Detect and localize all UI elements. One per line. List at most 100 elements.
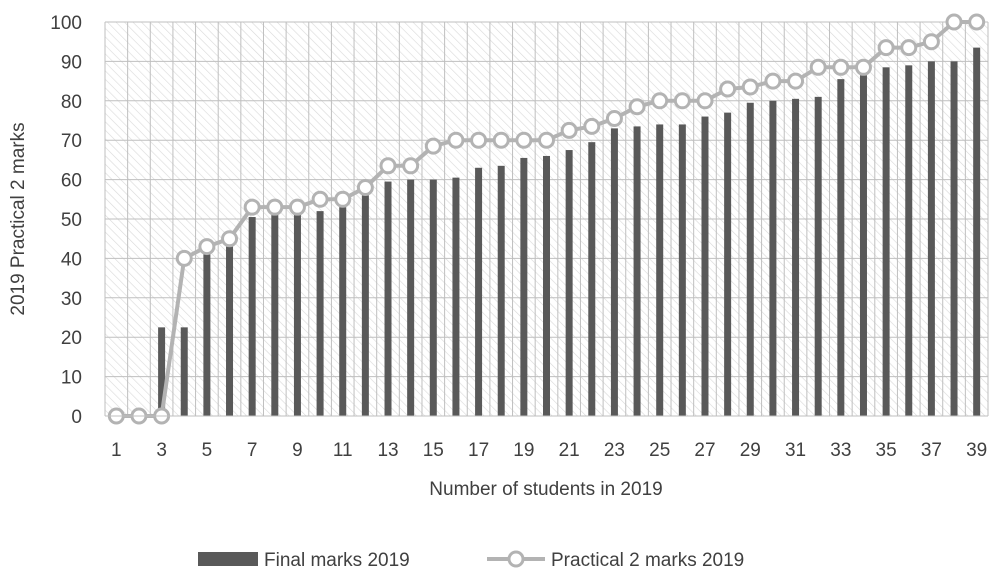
y-tick-label: 20 <box>61 328 82 349</box>
x-tick-label: 11 <box>333 440 353 461</box>
line-point <box>854 58 872 76</box>
line-point <box>764 72 782 90</box>
line-point <box>198 238 216 256</box>
bar <box>678 124 686 416</box>
line-point <box>741 78 759 96</box>
line-point <box>288 198 306 216</box>
line-point <box>356 178 374 196</box>
x-tick-label: 33 <box>830 440 851 461</box>
bar <box>520 157 528 416</box>
bar <box>293 215 301 416</box>
y-axis-ticks: 0 10 20 30 40 50 60 70 80 90 100 <box>50 13 82 428</box>
bar <box>950 61 958 417</box>
line-point <box>922 33 940 51</box>
legend-line-marker <box>507 550 525 568</box>
line-point <box>719 80 737 98</box>
line-point <box>334 190 352 208</box>
line-point <box>311 190 329 208</box>
bar <box>814 96 822 417</box>
line-point <box>492 131 510 149</box>
bar <box>927 61 935 417</box>
y-tick-label: 30 <box>61 289 82 310</box>
bar <box>769 100 777 417</box>
x-tick-label: 19 <box>513 440 534 461</box>
x-axis-ticks: 1 3 5 7 9 11 13 15 17 19 21 23 25 27 29 31 33 35 37 39 <box>111 440 987 461</box>
bar <box>746 102 754 417</box>
bar <box>226 246 234 416</box>
bar <box>407 179 415 416</box>
bar <box>656 124 664 416</box>
bar <box>497 165 505 416</box>
line-point <box>221 230 239 248</box>
line-point <box>696 92 714 110</box>
y-tick-label: 90 <box>61 52 82 73</box>
bar <box>882 67 890 416</box>
y-tick-label: 80 <box>61 92 82 113</box>
x-tick-label: 35 <box>876 440 897 461</box>
x-tick-label: 17 <box>468 440 489 461</box>
y-tick-label: 10 <box>61 368 82 389</box>
line-point <box>945 13 963 31</box>
bar <box>610 128 618 416</box>
bar <box>701 116 709 416</box>
bar <box>429 179 437 416</box>
bar <box>837 79 845 416</box>
bar <box>905 65 913 416</box>
y-tick-label: 60 <box>61 171 82 192</box>
bar <box>792 98 800 416</box>
y-tick-label: 0 <box>71 407 82 428</box>
bar <box>633 126 641 416</box>
y-tick-label: 100 <box>50 13 82 34</box>
line-point <box>447 131 465 149</box>
x-tick-label: 5 <box>202 440 213 461</box>
bar <box>859 75 867 416</box>
bar <box>384 181 392 416</box>
bar <box>339 207 347 416</box>
line-point <box>605 110 623 128</box>
x-tick-label: 25 <box>649 440 670 461</box>
line-point <box>379 157 397 175</box>
y-axis-title: 2019 Practical 2 marks <box>8 122 29 315</box>
line-point <box>175 249 193 267</box>
line-point <box>968 13 986 31</box>
bar <box>565 150 573 417</box>
x-tick-label: 9 <box>292 440 303 461</box>
line-point <box>651 92 669 110</box>
line-point <box>538 131 555 149</box>
legend: Final marks 2019 Practical 2 marks 2019 <box>198 550 744 571</box>
line-point <box>424 137 442 155</box>
x-tick-label: 23 <box>604 440 625 461</box>
bar <box>361 195 369 416</box>
line-point <box>877 39 895 57</box>
x-tick-label: 13 <box>377 440 398 461</box>
bar <box>588 142 596 417</box>
line-point <box>673 92 691 110</box>
bar <box>475 167 483 416</box>
x-tick-label: 29 <box>740 440 761 461</box>
line-point <box>470 131 488 149</box>
y-tick-label: 50 <box>61 210 82 231</box>
bar <box>543 155 550 416</box>
line-point <box>832 58 850 76</box>
line-point <box>515 131 533 149</box>
line-point <box>266 198 284 216</box>
x-tick-label: 15 <box>423 440 444 461</box>
x-tick-label: 21 <box>559 440 580 461</box>
x-tick-label: 27 <box>694 440 715 461</box>
x-tick-label: 31 <box>785 440 806 461</box>
line-point <box>787 72 805 90</box>
line-point <box>402 157 420 175</box>
line-point <box>243 198 261 216</box>
line-point <box>560 121 578 139</box>
legend-bar-swatch <box>198 552 258 566</box>
line-point <box>900 39 918 57</box>
x-tick-label: 39 <box>966 440 987 461</box>
legend-label-practical-marks: Practical 2 marks 2019 <box>551 550 744 570</box>
legend-label-final-marks: Final marks 2019 <box>264 550 410 570</box>
bar <box>158 327 166 416</box>
y-tick-label: 40 <box>61 249 82 270</box>
bar-series <box>158 47 981 417</box>
x-tick-label: 3 <box>156 440 167 461</box>
